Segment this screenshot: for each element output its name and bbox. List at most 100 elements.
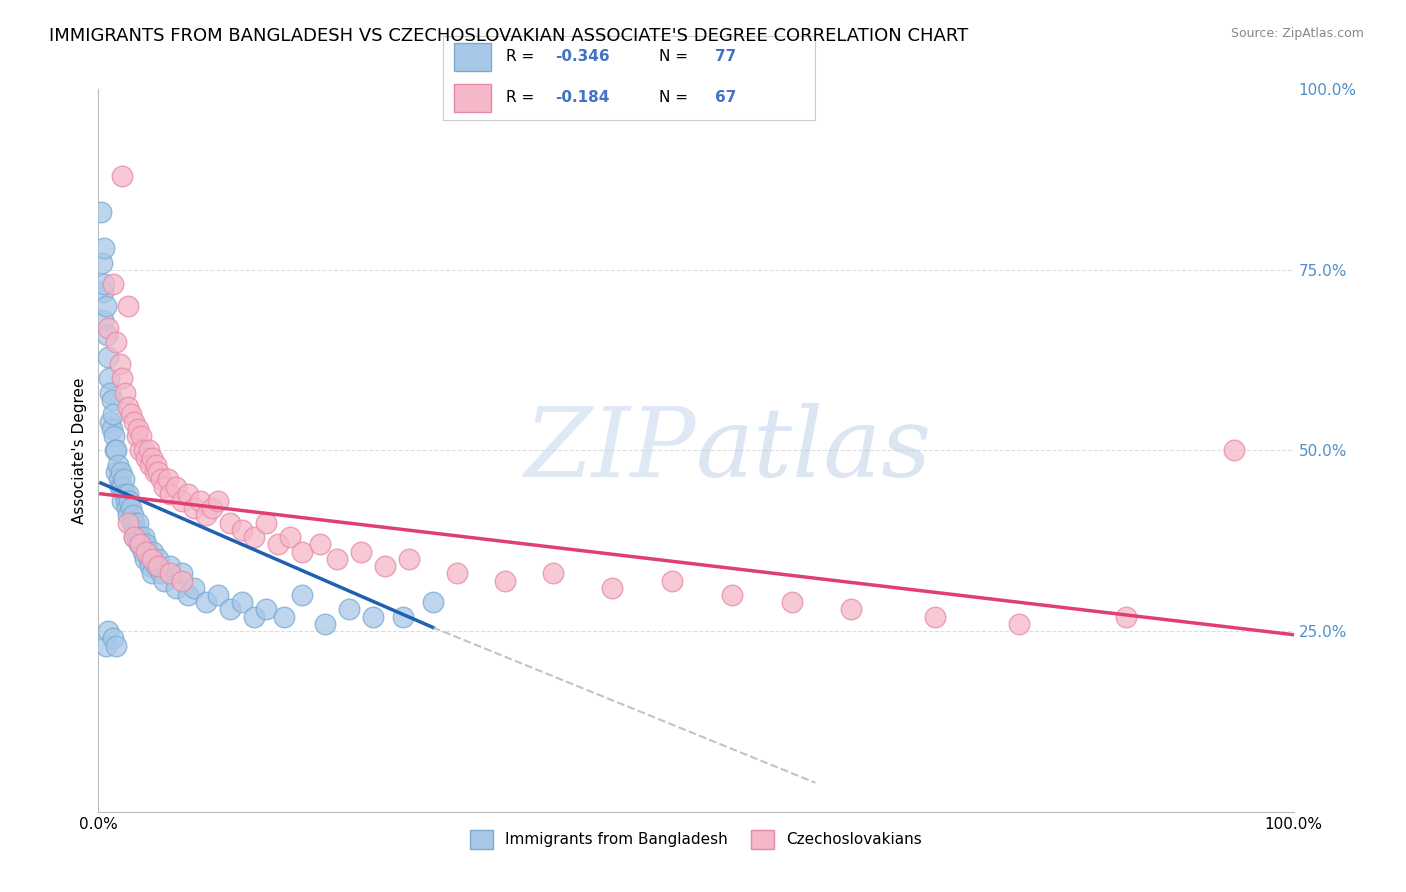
Point (183, 501, 205, 516)
Point (422, 595, 444, 609)
Point (661, 574, 683, 588)
Point (107, 472, 129, 486)
Point (90, 205, 112, 219)
Point (1115, 609, 1137, 624)
Point (165, 581, 187, 595)
Point (135, 537, 157, 551)
Point (1008, 616, 1031, 631)
Point (128, 537, 150, 551)
Point (112, 472, 135, 486)
Point (398, 551, 420, 566)
Point (188, 494, 211, 508)
Point (177, 588, 200, 602)
Point (124, 530, 146, 544)
Point (207, 588, 229, 602)
Text: IMMIGRANTS FROM BANGLADESH VS CZECHOSLOVAKIAN ASSOCIATE'S DEGREE CORRELATION CHA: IMMIGRANTS FROM BANGLADESH VS CZECHOSLOV… (49, 27, 969, 45)
Point (91, 285, 114, 299)
Point (121, 516, 143, 530)
Point (254, 516, 277, 530)
Point (131, 544, 153, 558)
Point (315, 616, 337, 631)
Text: R =: R = (506, 90, 540, 105)
Y-axis label: Associate's Degree: Associate's Degree (72, 377, 87, 524)
Point (101, 407, 124, 421)
Point (172, 566, 194, 581)
Point (392, 609, 415, 624)
Point (132, 530, 155, 544)
Point (172, 574, 194, 588)
Point (97, 624, 120, 639)
Text: atlas: atlas (696, 403, 932, 498)
Point (291, 588, 314, 602)
Point (105, 465, 128, 479)
Point (148, 559, 170, 574)
Text: -0.346: -0.346 (554, 49, 609, 64)
Point (149, 566, 172, 581)
Point (125, 530, 148, 544)
Point (105, 639, 128, 653)
Point (98, 385, 122, 400)
Legend: Immigrants from Bangladesh, Czechoslovakians: Immigrants from Bangladesh, Czechoslovak… (464, 824, 928, 855)
Point (127, 516, 149, 530)
FancyBboxPatch shape (454, 44, 491, 71)
Point (100, 422, 122, 436)
Point (136, 544, 159, 558)
Point (111, 480, 134, 494)
Point (131, 537, 153, 551)
Point (374, 559, 396, 574)
Point (243, 609, 266, 624)
Point (101, 632, 124, 646)
Point (94, 299, 117, 313)
Point (111, 494, 134, 508)
Point (145, 458, 167, 472)
Point (183, 581, 205, 595)
Text: N =: N = (659, 90, 693, 105)
Point (141, 566, 163, 581)
Point (326, 551, 349, 566)
Point (108, 480, 131, 494)
Point (129, 443, 152, 458)
Point (172, 494, 194, 508)
Point (114, 487, 136, 501)
Point (117, 299, 139, 313)
Point (141, 450, 163, 465)
Point (120, 407, 142, 421)
Point (142, 544, 165, 558)
Point (1223, 443, 1246, 458)
Point (105, 443, 128, 458)
Point (243, 530, 266, 544)
Point (145, 559, 167, 574)
Text: R =: R = (506, 49, 540, 64)
Point (159, 487, 181, 501)
Point (108, 357, 131, 371)
Point (141, 551, 163, 566)
Point (177, 487, 200, 501)
Point (124, 415, 146, 429)
Point (122, 508, 145, 523)
Text: Source: ZipAtlas.com: Source: ZipAtlas.com (1230, 27, 1364, 40)
Point (143, 465, 166, 479)
Point (117, 508, 139, 523)
Text: -0.184: -0.184 (554, 90, 609, 105)
Point (96, 327, 118, 342)
Point (101, 277, 124, 292)
Point (159, 566, 181, 581)
Point (114, 385, 136, 400)
Point (195, 508, 218, 523)
Point (231, 595, 253, 609)
Point (139, 559, 162, 574)
Point (93, 277, 115, 292)
Point (159, 559, 181, 574)
Point (111, 169, 134, 183)
Point (135, 450, 157, 465)
Point (120, 501, 142, 516)
Point (91, 313, 114, 327)
Point (308, 537, 330, 551)
Point (201, 501, 224, 516)
Point (291, 544, 314, 558)
Point (117, 400, 139, 414)
Point (138, 443, 160, 458)
Point (219, 602, 242, 616)
Text: ZIP: ZIP (524, 403, 696, 498)
Point (219, 516, 242, 530)
